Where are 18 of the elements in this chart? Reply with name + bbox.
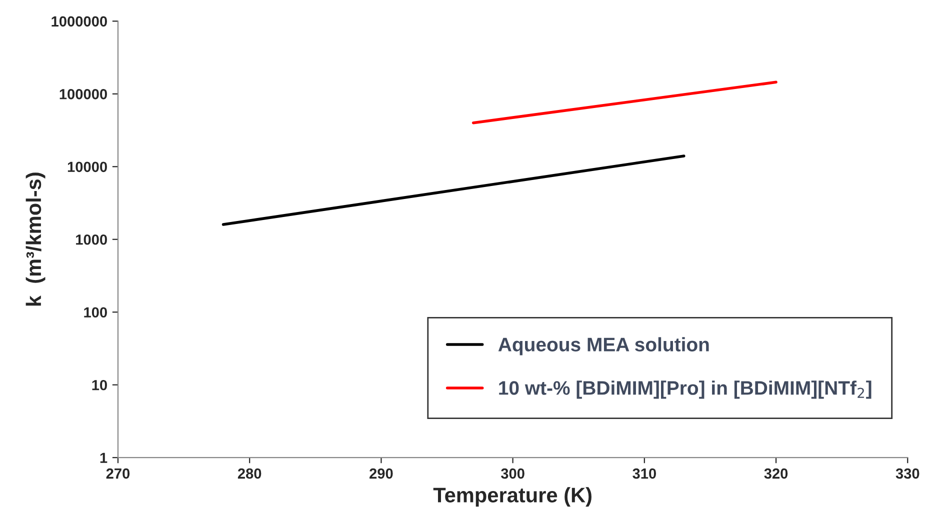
y-tick-label: 10 — [92, 380, 107, 390]
y-tick-label: 100000 — [60, 89, 107, 100]
legend-label: 10 wt-% [BDiMIM][Pro] in [BDiMIM][NTf$_{2}$] — [499, 380, 872, 399]
x-tick-label: 290 — [370, 468, 393, 479]
y-tick-label: 1000000 — [52, 16, 107, 27]
x-axis-title: Temperature (K) — [433, 487, 592, 507]
y-tick-label: 1 — [100, 452, 108, 463]
legend-label: Aqueous MEA solution — [498, 337, 709, 356]
x-tick-label: 300 — [500, 468, 524, 479]
y-tick-label: 10000 — [68, 162, 107, 172]
x-tick-label: 320 — [764, 468, 788, 479]
y-axis-title: k (m³/kmol-s) — [26, 172, 46, 306]
x-tick-label: 280 — [238, 468, 262, 479]
x-tick-label: 330 — [896, 468, 920, 479]
x-tick-label: 310 — [632, 468, 656, 479]
y-tick-label: 100 — [84, 307, 107, 318]
x-tick-label: 270 — [106, 468, 130, 479]
y-tick-label: 1000 — [76, 234, 107, 245]
